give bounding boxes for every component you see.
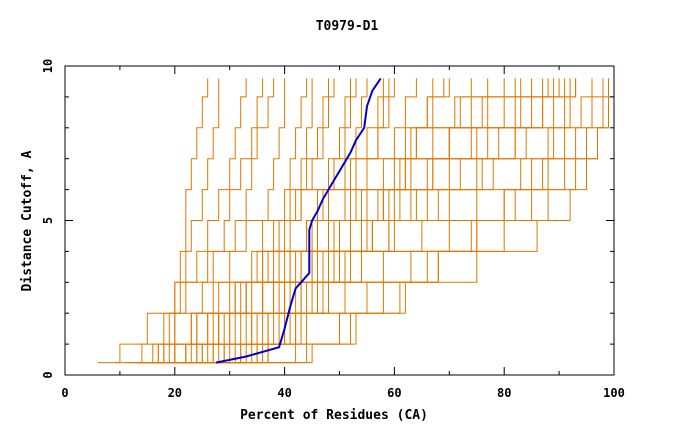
background-series-line-38 xyxy=(224,78,434,364)
x-tick-label: 60 xyxy=(387,386,401,400)
background-series-line-35 xyxy=(169,78,335,364)
tick-labels: 0 20 40 60 80 100 0 5 10 xyxy=(41,59,625,400)
y-axis-label: Distance Cutoff, A xyxy=(20,150,35,291)
y-tick-label: 0 xyxy=(41,371,55,378)
x-tick-label: 0 xyxy=(61,386,68,400)
x-tick-label: 100 xyxy=(603,386,625,400)
highlight-series-group xyxy=(215,77,382,364)
x-tick-label: 80 xyxy=(497,386,511,400)
background-series-line-34 xyxy=(158,78,313,364)
highlight-series-line xyxy=(215,77,382,364)
background-series-line-28 xyxy=(114,78,522,364)
axis-ticks xyxy=(65,66,614,375)
chart-title: T0979-D1 xyxy=(316,19,379,34)
background-series-group xyxy=(97,78,615,364)
background-series-line-37 xyxy=(196,78,390,364)
y-tick-label: 10 xyxy=(41,59,55,73)
background-series-line-33 xyxy=(257,78,593,364)
background-series-line-1 xyxy=(136,78,220,364)
background-series-line-26 xyxy=(262,78,615,364)
y-tick-label: 5 xyxy=(41,217,55,224)
background-series-line-27 xyxy=(97,78,505,364)
x-tick-label: 40 xyxy=(277,386,291,400)
x-tick-label: 20 xyxy=(168,386,182,400)
background-series-line-39 xyxy=(130,78,209,364)
x-axis-label: Percent of Residues (CA) xyxy=(240,408,428,423)
